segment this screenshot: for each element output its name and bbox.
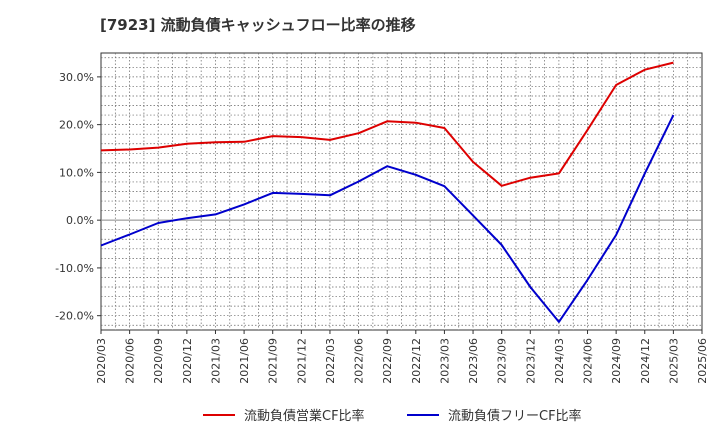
y-tick-label: -20.0% xyxy=(55,310,94,323)
x-tick-label: 2025/03 xyxy=(667,338,680,384)
y-tick-label: -10.0% xyxy=(55,262,94,275)
x-tick-label: 2021/12 xyxy=(295,338,308,384)
x-tick-label: 2025/06 xyxy=(696,338,709,384)
x-tick-label: 2023/12 xyxy=(524,338,537,384)
x-tick-label: 2022/06 xyxy=(353,338,366,384)
legend-label-2: 流動負債フリーCF比率 xyxy=(448,408,582,424)
x-tick-label: 2022/09 xyxy=(381,338,394,384)
grid xyxy=(101,53,702,330)
series-line-1 xyxy=(100,61,674,187)
x-tick-label: 2020/09 xyxy=(152,338,165,384)
y-tick-label: 0.0% xyxy=(66,214,94,227)
x-tick-label: 2021/09 xyxy=(267,338,280,384)
x-tick-label: 2020/03 xyxy=(95,338,108,384)
x-tick-label: 2024/09 xyxy=(610,338,623,384)
x-tick-label: 2022/03 xyxy=(324,338,337,384)
y-tick-label: 10.0% xyxy=(59,166,94,179)
legend: 流動負債営業CF比率 流動負債フリーCF比率 xyxy=(203,408,582,424)
x-tick-label: 2024/03 xyxy=(553,338,566,384)
x-tick-label: 2023/09 xyxy=(496,338,509,384)
x-tick-label: 2024/06 xyxy=(582,338,595,384)
x-tick-label: 2020/06 xyxy=(124,338,137,384)
y-tick-label: 20.0% xyxy=(59,119,94,132)
chart-title: [7923] 流動負債キャッシュフロー比率の推移 xyxy=(100,16,416,34)
legend-label-1: 流動負債営業CF比率 xyxy=(244,408,365,424)
x-tick-label: 2023/06 xyxy=(467,338,480,384)
series-line-2 xyxy=(100,114,675,323)
x-tick-label: 2021/06 xyxy=(238,338,251,384)
x-tick-label: 2023/03 xyxy=(438,338,451,384)
y-axis: 30.0% 20.0% 10.0% 0.0% -10.0% -20.0% xyxy=(55,71,101,323)
x-tick-label: 2021/03 xyxy=(209,338,222,384)
series-lines xyxy=(100,61,675,323)
x-tick-label: 2020/12 xyxy=(181,338,194,384)
x-tick-label: 2022/12 xyxy=(410,338,423,384)
x-axis: 2020/03 2020/06 2020/09 2020/12 2021/03 2021/… xyxy=(95,330,709,384)
y-tick-label: 30.0% xyxy=(59,71,94,84)
x-tick-label: 2024/12 xyxy=(639,338,652,384)
